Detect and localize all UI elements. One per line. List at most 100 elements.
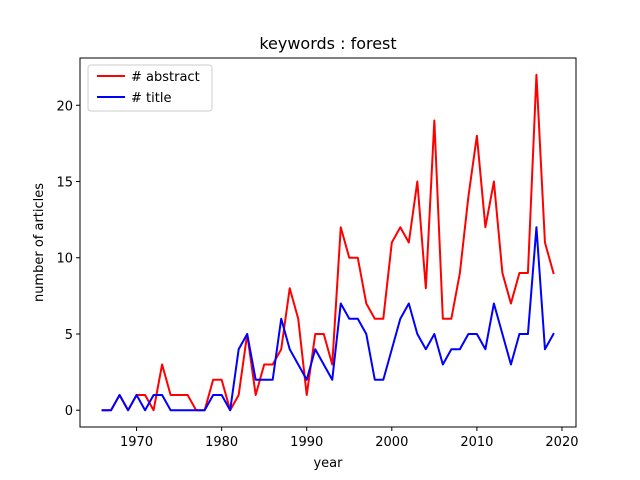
data-point: [119, 394, 121, 396]
x-axis-label: year: [313, 456, 343, 471]
data-point: [289, 287, 291, 289]
data-point: [442, 363, 444, 365]
data-point: [493, 181, 495, 183]
data-point: [306, 379, 308, 381]
data-point: [433, 333, 435, 335]
x-tick-label: 2000: [375, 435, 408, 450]
data-point: [442, 318, 444, 320]
data-point: [136, 394, 138, 396]
data-point: [416, 181, 418, 183]
data-point: [187, 409, 189, 411]
data-point: [518, 333, 520, 335]
data-point: [348, 318, 350, 320]
data-point: [331, 379, 333, 381]
data-point: [221, 394, 223, 396]
data-point: [450, 318, 452, 320]
data-point: [467, 196, 469, 198]
data-point: [195, 409, 197, 411]
data-point: [510, 302, 512, 304]
data-point: [263, 379, 265, 381]
data-point: [161, 394, 163, 396]
data-point: [297, 318, 299, 320]
data-point: [365, 333, 367, 335]
data-point: [178, 394, 180, 396]
data-point: [204, 409, 206, 411]
y-axis-label: number of articles: [32, 183, 47, 302]
data-point: [408, 242, 410, 244]
data-point: [178, 409, 180, 411]
data-point: [280, 318, 282, 320]
data-point: [425, 348, 427, 350]
data-point: [323, 333, 325, 335]
data-point: [297, 363, 299, 365]
data-point: [102, 409, 104, 411]
data-point: [357, 257, 359, 259]
x-tick-label: 1990: [290, 435, 323, 450]
data-point: [433, 120, 435, 122]
data-point: [476, 333, 478, 335]
data-point: [314, 333, 316, 335]
legend: # abstract # title: [87, 64, 213, 112]
data-point: [552, 272, 554, 274]
data-point: [221, 379, 223, 381]
data-point: [246, 333, 248, 335]
data-point: [170, 394, 172, 396]
data-point: [110, 409, 112, 411]
y-tick-label: 15: [56, 176, 73, 191]
data-point: [357, 318, 359, 320]
y-tick-label: 20: [56, 99, 73, 114]
data-point: [527, 272, 529, 274]
data-point: [552, 333, 554, 335]
data-point: [153, 394, 155, 396]
data-point: [272, 379, 274, 381]
data-point: [391, 348, 393, 350]
y-tick-label: 0: [65, 404, 73, 419]
data-point: [544, 242, 546, 244]
data-point: [144, 394, 146, 396]
data-point: [493, 302, 495, 304]
x-tick-label: 2020: [545, 435, 578, 450]
data-point: [238, 394, 240, 396]
data-point: [323, 363, 325, 365]
data-point: [399, 318, 401, 320]
data-point: [535, 74, 537, 76]
data-point: [161, 363, 163, 365]
data-point: [501, 333, 503, 335]
data-point: [280, 348, 282, 350]
data-point: [314, 348, 316, 350]
data-point: [340, 226, 342, 228]
data-point: [484, 348, 486, 350]
plot-area: [101, 73, 555, 412]
x-tick-label: 1970: [120, 435, 153, 450]
data-point: [340, 302, 342, 304]
data-point: [238, 348, 240, 350]
data-point: [535, 226, 537, 228]
series-line-title: [101, 226, 555, 412]
data-point: [144, 409, 146, 411]
data-point: [425, 287, 427, 289]
data-point: [374, 318, 376, 320]
data-point: [348, 257, 350, 259]
data-point: [484, 226, 486, 228]
data-point: [501, 272, 503, 274]
data-point: [476, 135, 478, 137]
data-point: [187, 394, 189, 396]
data-point: [272, 363, 274, 365]
x-tick-label: 1980: [205, 435, 238, 450]
data-point: [212, 394, 214, 396]
data-point: [450, 348, 452, 350]
x-tick-label: 2010: [460, 435, 493, 450]
data-point: [382, 379, 384, 381]
data-point: [289, 348, 291, 350]
data-point: [391, 242, 393, 244]
data-point: [374, 379, 376, 381]
data-point: [212, 379, 214, 381]
y-axis: 0 5 10 15 20: [56, 99, 80, 419]
legend-label-abstract: # abstract: [131, 70, 200, 85]
legend-label-title: # title: [131, 91, 171, 106]
data-point: [170, 409, 172, 411]
series-line-abstract: [101, 73, 555, 412]
data-point: [416, 333, 418, 335]
